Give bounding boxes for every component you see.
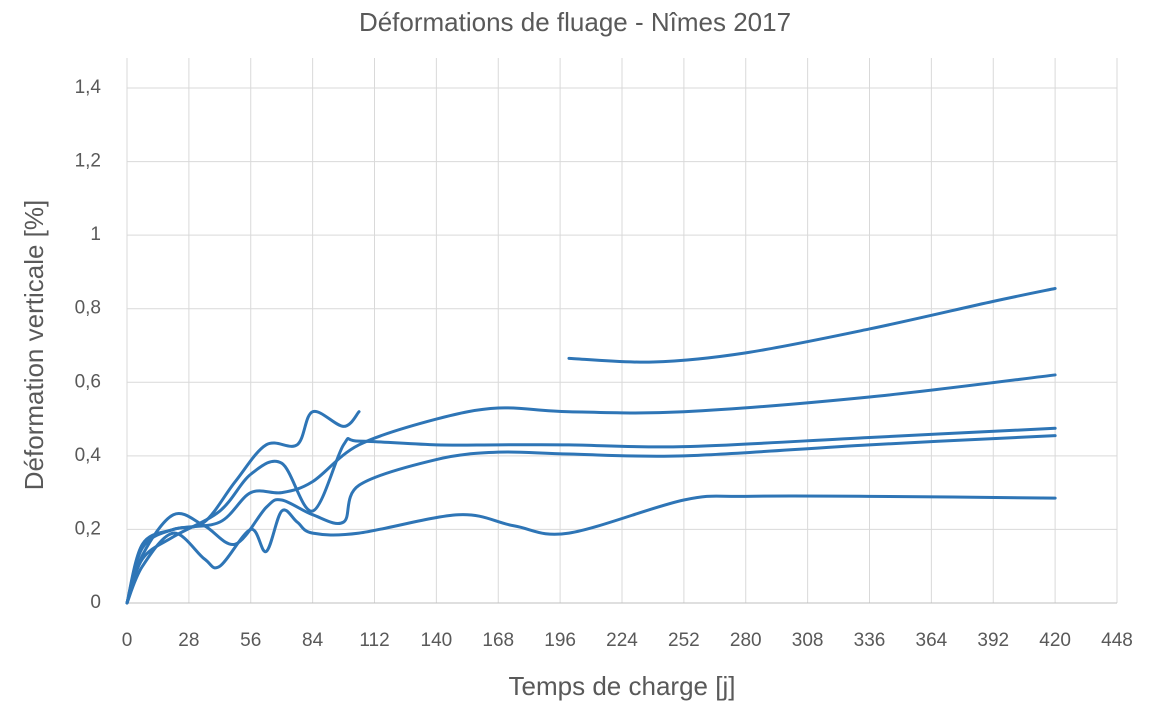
series-line (125, 494, 1057, 605)
x-tick-label: 140 (421, 630, 453, 651)
x-tick-label: 56 (240, 630, 261, 651)
x-tick-label: 112 (359, 630, 389, 651)
x-tick-label: 196 (544, 630, 576, 651)
series-line (125, 434, 1057, 605)
chart-title: Déformations de fluage - Nîmes 2017 (359, 7, 791, 37)
x-axis-label: Temps de charge [j] (509, 671, 736, 701)
x-tick-label: 336 (854, 630, 886, 651)
y-tick-label: 0,4 (75, 445, 102, 466)
series-line (125, 373, 1057, 605)
x-tick-label: 84 (302, 630, 324, 651)
y-tick-label: 0,6 (75, 371, 101, 392)
x-tick-label: 0 (122, 630, 133, 651)
y-tick-label: 1,4 (75, 77, 102, 98)
x-tick-label: 252 (668, 630, 700, 651)
x-tick-label: 168 (482, 630, 514, 651)
x-tick-label: 28 (178, 630, 199, 651)
x-tick-label: 364 (916, 630, 948, 651)
y-tick-label: 0,8 (75, 298, 101, 319)
x-tick-label: 448 (1101, 630, 1133, 651)
x-tick-label: 420 (1039, 630, 1071, 651)
y-tick-label: 0,2 (75, 518, 101, 539)
x-tick-label: 392 (977, 630, 1009, 651)
y-axis-label: Déformation verticale [%] (19, 200, 49, 490)
y-tick-label: 0 (90, 592, 101, 613)
y-tick-label: 1,2 (75, 151, 101, 172)
x-tick-label: 224 (606, 630, 638, 651)
y-tick-label: 1 (90, 224, 101, 245)
series-line (125, 426, 1057, 605)
x-tick-label: 280 (730, 630, 762, 651)
series-line (125, 409, 361, 605)
x-tick-label: 308 (792, 630, 824, 651)
series-line (567, 286, 1057, 364)
